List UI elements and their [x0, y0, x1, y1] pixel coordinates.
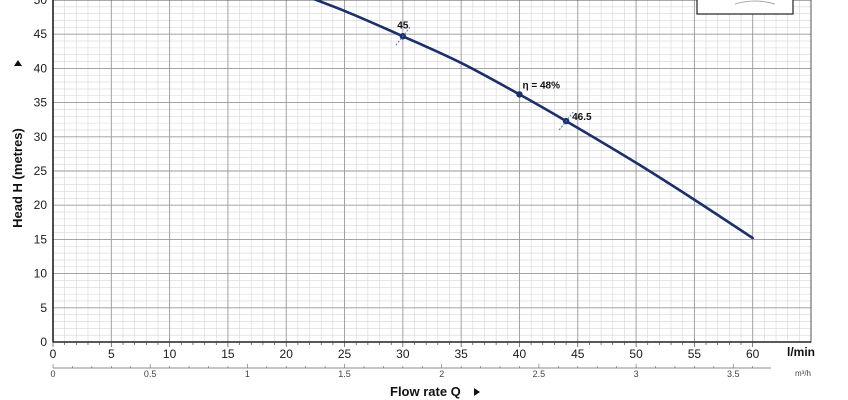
x-tick-label: 40: [513, 347, 527, 361]
major-grid: [52, 0, 811, 343]
x-tick-label: 15: [221, 347, 235, 361]
x2-tick-label: 0.5: [144, 369, 157, 379]
x-tick-label: 20: [280, 347, 294, 361]
efficiency-marker-tick: [395, 26, 411, 46]
y-tick-label: 15: [34, 232, 48, 246]
x2-tick-label: 1: [245, 369, 250, 379]
y-tick-label: 10: [34, 267, 48, 281]
x-tick-label: 5: [108, 347, 115, 361]
x-tick-label: 0: [50, 347, 57, 361]
inset-box: [696, 0, 794, 15]
annotation-point: [516, 91, 523, 98]
x2-unit-label: m³/h: [795, 369, 811, 378]
x-tick-label: 50: [629, 347, 643, 361]
efficiency-marker-tick: [558, 111, 574, 131]
x2-tick-label: 2.5: [533, 369, 546, 379]
x-tick-label: 45: [571, 347, 585, 361]
annotation-label: 46.5: [572, 112, 592, 123]
x-tick-label: 60: [746, 347, 760, 361]
annotation-label: η = 48%: [522, 80, 560, 91]
x-unit-label: l/min: [787, 345, 815, 359]
x2-tick-labels: 0 0.5 1 1.5 2 2.5 3 3.5: [50, 369, 739, 379]
series-layer: [312, 0, 754, 240]
y-tick-label: 20: [34, 198, 48, 212]
y-tick-label: 35: [34, 96, 48, 110]
annotation-layer: 45 η = 48% 46.5: [395, 20, 592, 131]
head-curve-line: [312, 0, 754, 240]
y-tick-label: 5: [40, 301, 47, 315]
x-tick-label: 55: [688, 347, 702, 361]
y-tick-label: 50: [34, 0, 48, 7]
x-tick-label: 10: [163, 347, 177, 361]
x-axis-title: Flow rate Q: [390, 384, 461, 399]
y-tick-label: 0: [40, 335, 47, 349]
x2-tick-label: 3: [634, 369, 639, 379]
y-axis-arrow-icon: [14, 60, 22, 66]
x2-tick-label: 2: [439, 369, 444, 379]
y-tick-label: 40: [34, 61, 48, 75]
x-tick-label: 35: [454, 347, 468, 361]
x2-tick-label: 0: [50, 369, 55, 379]
y-tick-label: 30: [34, 130, 48, 144]
x-axis-arrow-icon: [474, 388, 480, 396]
x-tick-labels: 0 5 10 15 20 25 30 35 40 45 50 55 60: [50, 347, 760, 361]
y-tick-label: 45: [34, 27, 48, 41]
x-tick-label: 25: [338, 347, 352, 361]
annotation-label: 45: [397, 20, 409, 31]
y-tick-labels: 0 5 10 15 20 25 30 35 40 45 50: [34, 0, 48, 349]
x2-tick-label: 3.5: [727, 369, 740, 379]
y-axis-title: Head H (metres): [10, 128, 25, 228]
y-tick-label: 25: [34, 164, 48, 178]
x-tick-label: 30: [396, 347, 410, 361]
axes: [52, 0, 812, 369]
x2-tick-label: 1.5: [338, 369, 351, 379]
